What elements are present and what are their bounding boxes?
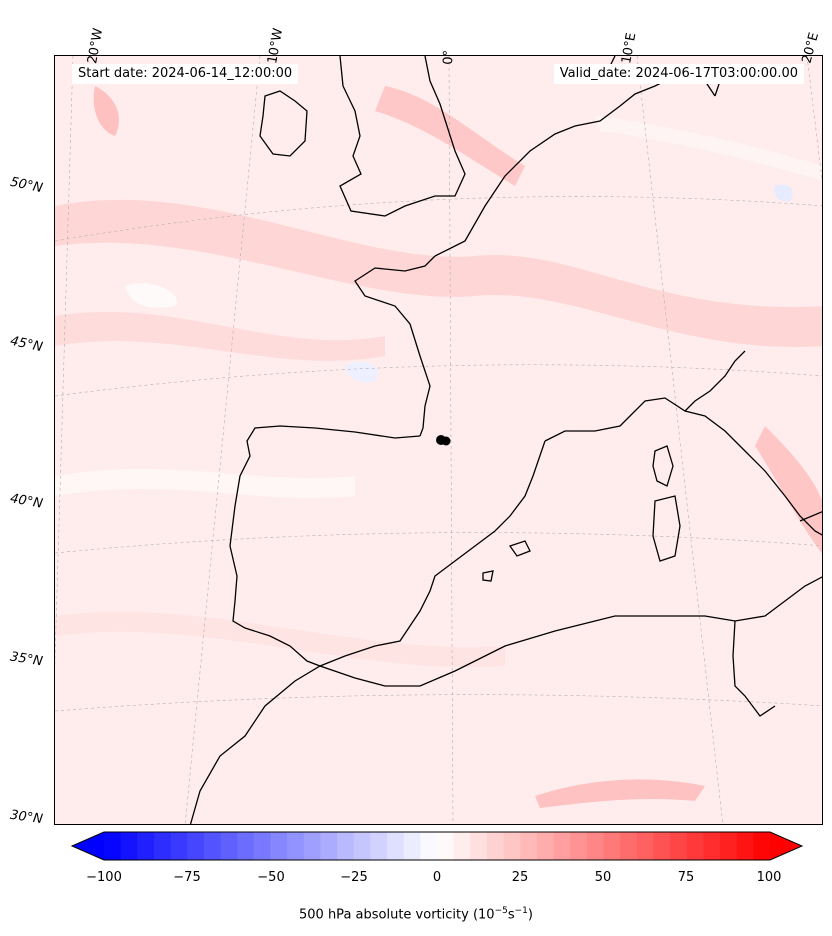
lat-label-50n: 50°N	[8, 174, 44, 197]
lat-label-30n: 30°N	[9, 807, 44, 828]
colorbar-cell	[703, 832, 721, 860]
colorbar-cell	[387, 832, 405, 860]
lat-label-45n: 45°N	[8, 333, 44, 356]
colorbar-tick: 75	[677, 870, 695, 885]
colorbar-cell	[320, 832, 338, 860]
colorbar-cell	[153, 832, 172, 860]
colorbar-extend-min	[72, 832, 104, 860]
colorbar-cell	[653, 832, 671, 860]
start-date-label: Start date: 2024-06-14_12:00:00	[72, 64, 299, 84]
colorbar-cell	[686, 832, 704, 860]
lat-label-40n: 40°N	[8, 491, 44, 512]
colorbar-tick: 25	[511, 870, 529, 885]
colorbar-tick: −25	[340, 870, 368, 885]
colorbar-label: 500 hPa absolute vorticity (10−5s−1)	[299, 906, 533, 923]
colorbar-extend-max	[770, 832, 802, 860]
colorbar-cell	[270, 832, 288, 860]
colorbar-cell	[553, 832, 571, 860]
map-canvas	[55, 56, 822, 824]
colorbar-cell	[137, 832, 155, 860]
colorbar-tick: 0	[432, 870, 442, 885]
colorbar-outline	[70, 831, 804, 861]
colorbar-tick: −100	[86, 870, 122, 885]
colorbar-cell	[503, 832, 521, 860]
colorbar-cell	[586, 832, 605, 860]
colorbar-cell	[104, 832, 122, 860]
colorbar-cell	[403, 832, 421, 860]
colorbar-tick: 100	[756, 870, 782, 885]
colorbar-cell	[203, 832, 222, 860]
colorbar-cell	[220, 832, 238, 860]
colorbar-cell	[437, 832, 455, 860]
colorbar-tick: −75	[173, 870, 201, 885]
colorbar-cell	[303, 832, 322, 860]
colorbar-cell	[620, 832, 638, 860]
colorbar-cell	[736, 832, 754, 860]
lat-label-35n: 35°N	[9, 649, 44, 670]
colorbar-cell	[337, 832, 355, 860]
lon-label-0: 0°	[441, 49, 457, 65]
coastlines	[189, 56, 822, 824]
colorbar-cell	[170, 832, 188, 860]
colorbar-cell	[486, 832, 505, 860]
colorbar-cell	[636, 832, 655, 860]
colorbar-cell	[253, 832, 272, 860]
map-area	[54, 55, 823, 825]
colorbar-cell	[120, 832, 138, 860]
colorbar	[70, 831, 804, 861]
colorbar-cell	[670, 832, 688, 860]
colorbar-cell	[237, 832, 255, 860]
colorbar-cell	[570, 832, 588, 860]
colorbar-cell	[370, 832, 388, 860]
colorbar-cell	[536, 832, 555, 860]
colorbar-cell	[420, 832, 438, 860]
graticule	[55, 56, 822, 824]
colorbar-cell	[353, 832, 371, 860]
colorbar-cells	[72, 832, 802, 860]
valid-date-label: Valid_date: 2024-06-17T03:00:00.00	[553, 64, 804, 84]
colorbar-tick: 50	[594, 870, 612, 885]
colorbar-tick: −50	[257, 870, 285, 885]
colorbar-cell	[603, 832, 621, 860]
colorbar-cell	[753, 832, 771, 860]
colorbar-cell	[520, 832, 538, 860]
location-marker	[436, 435, 451, 446]
colorbar-cell	[287, 832, 305, 860]
colorbar-cell	[720, 832, 738, 860]
colorbar-cell	[453, 832, 471, 860]
colorbar-cell	[187, 832, 205, 860]
colorbar-cell	[470, 832, 488, 860]
